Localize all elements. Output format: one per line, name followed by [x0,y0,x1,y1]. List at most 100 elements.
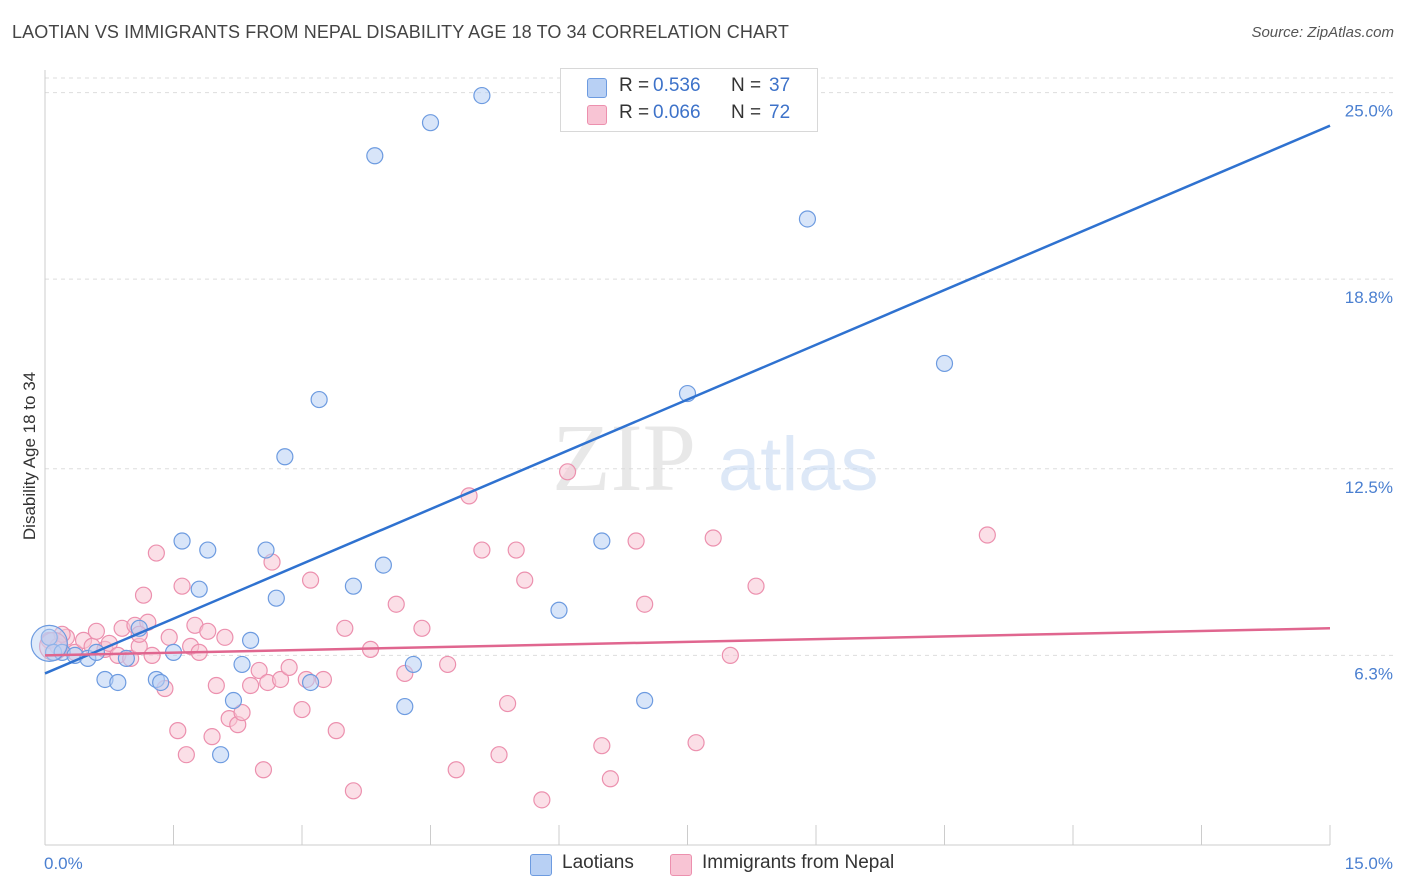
y-tick-label: 25.0% [1345,102,1393,121]
watermark-atlas: atlas [718,422,879,507]
data-point-nepal [747,577,765,595]
trend-lines [44,124,1331,675]
data-point-nepal [280,658,298,677]
data-point-laotian [257,541,275,559]
series-nepal-points [38,463,996,809]
legend-r-label: R = [619,102,650,123]
legend-swatch-pink [587,105,607,125]
data-point-nepal [704,529,722,547]
data-point-nepal [301,571,320,589]
data-point-nepal [344,782,362,800]
data-point-nepal [507,541,525,559]
data-point-laotian [190,580,208,598]
legend-swatch-pink [670,854,692,876]
data-point-nepal [687,734,705,752]
data-point-laotian [593,532,611,550]
legend-r-value: 0.536 [653,75,701,96]
data-point-nepal [293,700,311,719]
data-point-nepal [533,791,551,809]
data-point-nepal [413,619,431,637]
y-tick-label: 18.8% [1345,288,1393,307]
data-point-laotian [404,655,422,674]
data-point-nepal [233,703,251,722]
data-point-nepal [439,655,457,674]
y-tick-label: 12.5% [1345,478,1393,497]
data-point-nepal [254,761,273,779]
data-point-laotian [798,210,817,228]
data-point-nepal [721,646,739,664]
legend-r-value: 0.066 [653,102,701,123]
data-point-laotian [396,697,414,716]
data-point-laotian [109,673,127,692]
data-point-nepal [499,694,517,713]
legend-swatch-blue [587,78,607,98]
legend-swatch-blue [530,854,552,876]
correlation-legend: R = 0.536 N = 37 R = 0.066 N = 72 [560,68,818,132]
data-point-nepal [516,571,534,589]
x-tick-label: 0.0% [44,854,83,873]
data-point-nepal [387,595,405,613]
data-point-nepal [271,670,290,689]
data-point-nepal [490,746,508,764]
data-point-nepal [636,595,654,613]
legend-label-nepal: Immigrants from Nepal [702,852,895,873]
data-point-laotian [276,448,294,466]
trend-line-nepal [44,627,1331,657]
legend-n-value: 37 [769,75,791,96]
data-point-laotian [344,577,362,595]
data-point-laotian [374,556,392,574]
tick-labels: 6.3% 12.5% 18.8% 25.0% 0.0% 15.0% [44,102,1393,873]
data-point-laotian [199,541,217,559]
data-point-nepal [207,676,225,695]
legend-label-laotians: Laotians [562,852,634,873]
data-point-laotian [550,601,568,619]
data-point-laotian [636,691,654,710]
data-point-nepal [199,622,217,640]
data-point-laotian [310,390,328,409]
data-point-laotian [212,746,230,764]
data-point-laotian [421,114,440,132]
legend-r-label: R = [619,75,650,96]
data-point-nepal [143,646,161,664]
data-point-nepal [447,761,465,779]
data-point-nepal [593,737,611,755]
data-point-laotian [152,673,170,692]
trend-line-laotians [44,124,1331,675]
data-point-nepal [169,722,187,740]
data-point-nepal [558,463,577,481]
data-point-laotian [173,532,191,550]
watermark-zip: ZIP [552,404,696,511]
data-point-nepal [134,586,153,604]
data-point-nepal [177,746,195,764]
data-point-nepal [216,628,234,646]
chart-title: LAOTIAN VS IMMIGRANTS FROM NEPAL DISABIL… [12,22,789,42]
data-point-nepal [87,622,106,640]
data-point-nepal [242,676,260,695]
data-point-nepal [203,728,221,746]
data-point-nepal [173,577,191,595]
data-point-nepal [601,770,620,788]
data-point-laotian [301,673,320,692]
data-point-laotian [233,655,251,674]
data-point-nepal [978,526,996,544]
legend-n-label: N = [731,75,762,96]
source-label: Source: ZipAtlas.com [1251,24,1394,41]
data-point-laotian [366,147,384,165]
data-cluster-laotian [30,624,68,662]
data-point-nepal [327,722,345,740]
data-point-nepal [627,532,645,550]
data-point-nepal [250,661,268,680]
data-point-nepal [147,544,165,562]
data-point-laotian [473,86,491,105]
data-point-laotian [935,354,954,373]
data-point-nepal [336,619,354,637]
grid-lines [45,77,1395,656]
data-point-nepal [160,628,178,646]
axes [44,70,1331,846]
legend-n-value: 72 [769,102,791,123]
legend-n-label: N = [731,102,762,123]
data-point-laotian [267,589,285,607]
y-tick-label: 6.3% [1354,664,1393,683]
data-point-laotian [224,691,243,710]
